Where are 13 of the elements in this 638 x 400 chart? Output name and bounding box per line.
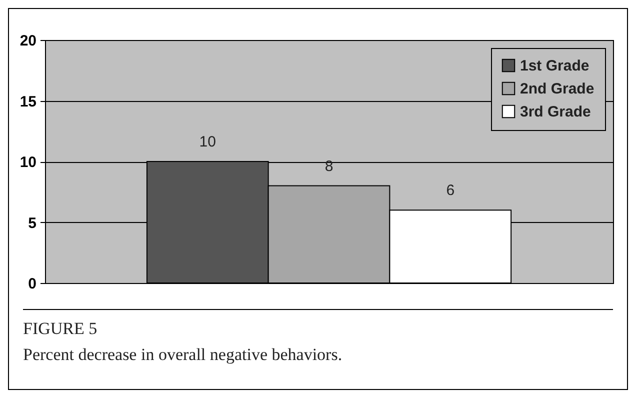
text: Percent decrease in overall negative behaviors. [23, 344, 344, 366]
caption: FIGURE 5 [23, 309, 613, 342]
legend-label: 3rd Grade [520, 104, 591, 120]
legend-label: 2nd Grade [520, 80, 594, 98]
y-tick-label: 5 [28, 214, 36, 232]
data-label: 10 [199, 134, 216, 150]
y-tick-label: 0 [28, 276, 36, 292]
y-tick-label: 20 [20, 32, 36, 50]
y-tick-label: 10 [20, 154, 36, 171]
data-label: 6 [446, 182, 455, 200]
data-label: 8 [324, 158, 334, 175]
legend-label: 1st Grade [520, 58, 590, 74]
y-tick-label: 15 [20, 93, 36, 110]
